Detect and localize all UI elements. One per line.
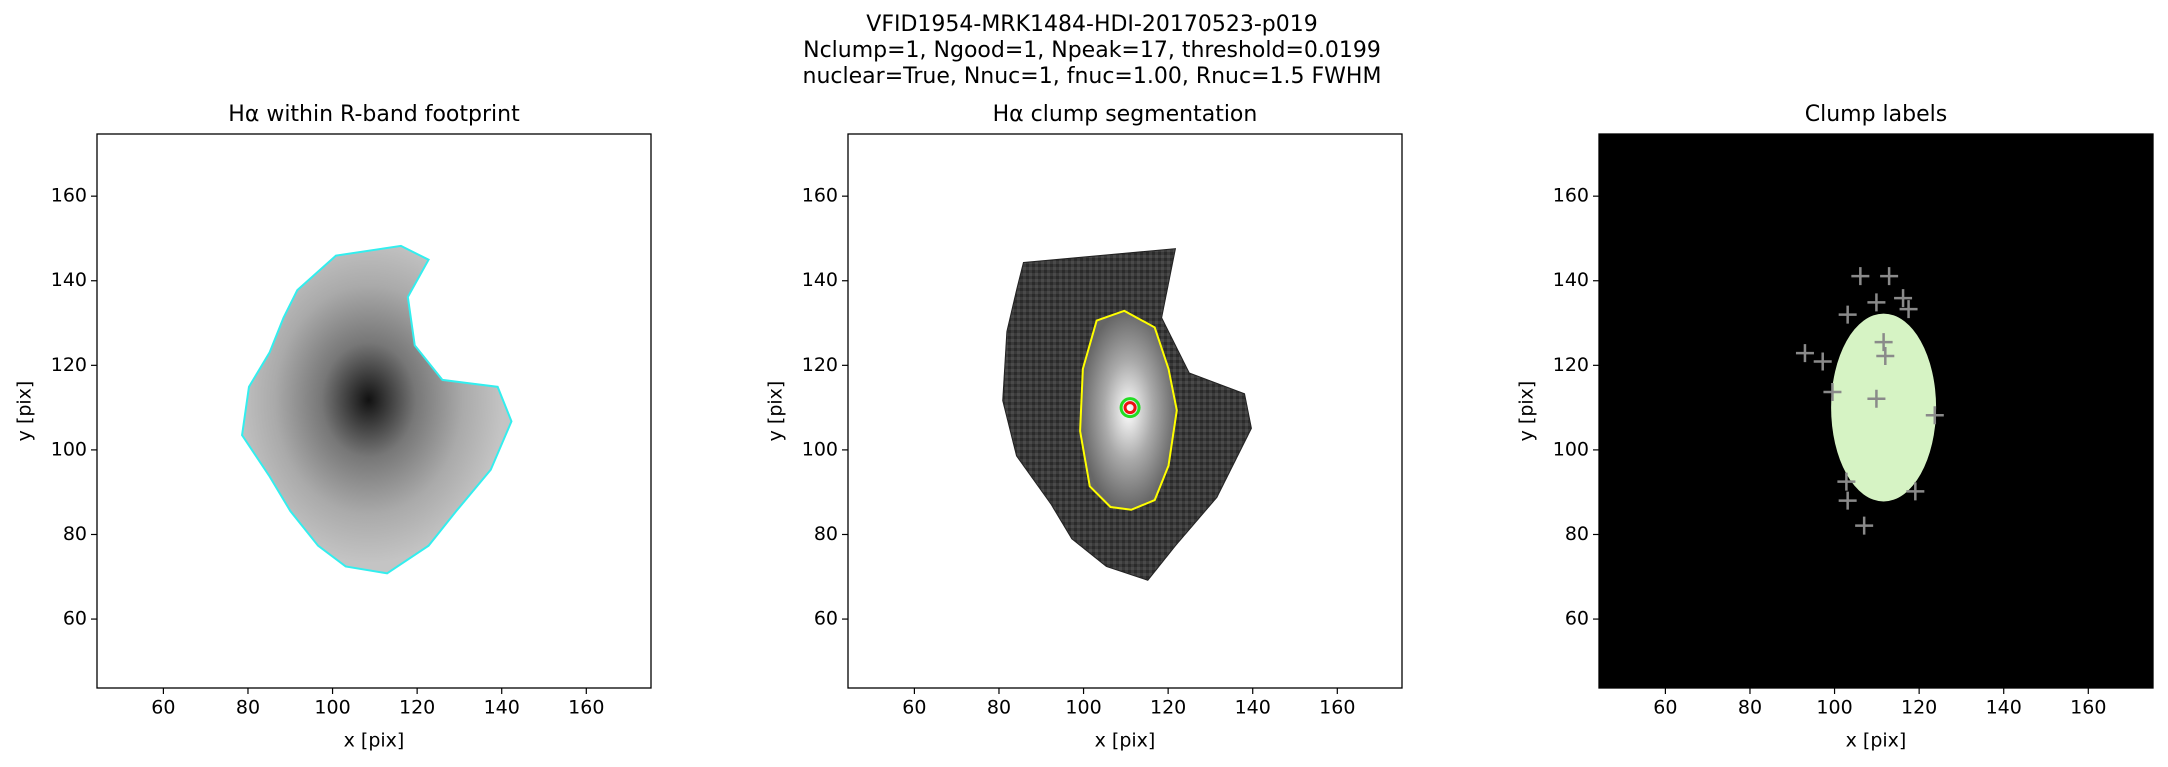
- x-tick-label: 120: [1150, 697, 1186, 719]
- peak-marker: [1851, 267, 1870, 286]
- peak-marker: [1867, 293, 1886, 312]
- peak-marker: [1899, 300, 1918, 319]
- peak-marker: [1795, 344, 1814, 363]
- nucleus-marker: [1123, 401, 1137, 415]
- peak-marker: [1876, 347, 1895, 366]
- y-tick-label: 80: [63, 523, 87, 545]
- x-tick-label: 80: [987, 697, 1011, 719]
- y-tick-label: 140: [802, 269, 838, 291]
- y-tick-label: 120: [1553, 354, 1589, 376]
- y-tick-label: 120: [802, 354, 838, 376]
- peak-marker: [1925, 406, 1944, 425]
- peak-marker: [1906, 482, 1925, 501]
- x-tick-label: 100: [1065, 697, 1101, 719]
- peak-marker: [1874, 333, 1893, 352]
- peak-marker: [1880, 267, 1899, 286]
- x-tick-label: 140: [484, 697, 520, 719]
- x-tick-label: 100: [314, 697, 350, 719]
- x-tick-label: 60: [1653, 697, 1677, 719]
- x-tick-label: 120: [1901, 697, 1937, 719]
- panel-title: Hα within R-band footprint: [228, 102, 520, 127]
- y-axis-label: y [pix]: [14, 381, 36, 442]
- y-axis-label: y [pix]: [765, 381, 787, 442]
- peak-marker: [1867, 389, 1886, 408]
- y-tick-label: 160: [1553, 185, 1589, 207]
- peak-marker: [1837, 472, 1856, 491]
- panel-title: Hα clump segmentation: [993, 102, 1258, 127]
- peak-marker: [1894, 289, 1913, 308]
- x-tick-label: 60: [902, 697, 926, 719]
- y-tick-label: 140: [51, 269, 87, 291]
- x-axis-label: x [pix]: [1846, 730, 1907, 752]
- y-tick-label: 160: [51, 185, 87, 207]
- figure-title: VFID1954-MRK1484-HDI-20170523-p019: [866, 12, 1317, 37]
- clump-glow: [1079, 309, 1178, 511]
- figure-title: nuclear=True, Nnuc=1, fnuc=1.00, Rnuc=1.…: [803, 64, 1382, 89]
- y-tick-label: 120: [51, 354, 87, 376]
- peak-marker: [1813, 352, 1832, 371]
- y-tick-label: 80: [1565, 523, 1589, 545]
- clump-label: [1831, 313, 1937, 502]
- y-tick-label: 140: [1553, 269, 1589, 291]
- axes-frame: [1598, 133, 2154, 689]
- y-tick-label: 80: [814, 523, 838, 545]
- figure-title: Nclump=1, Ngood=1, Npeak=17, threshold=0…: [803, 38, 1381, 63]
- x-tick-label: 100: [1816, 697, 1852, 719]
- y-tick-label: 60: [63, 608, 87, 630]
- peak-marker: [1855, 516, 1874, 535]
- y-tick-label: 100: [51, 438, 87, 460]
- panel-title: Clump labels: [1805, 102, 1947, 127]
- axes-frame: [96, 133, 652, 689]
- x-tick-label: 140: [1235, 697, 1271, 719]
- peak-marker: [1838, 491, 1857, 510]
- x-axis-label: x [pix]: [1095, 730, 1156, 752]
- x-axis-label: x [pix]: [344, 730, 405, 752]
- x-tick-label: 80: [1738, 697, 1762, 719]
- footprint-image: [241, 244, 513, 575]
- y-axis-label: y [pix]: [1516, 381, 1538, 442]
- x-tick-label: 160: [568, 697, 604, 719]
- axes-frame: [847, 133, 1403, 689]
- peak-marker: [1823, 382, 1842, 401]
- y-tick-label: 100: [802, 438, 838, 460]
- y-tick-label: 100: [1553, 438, 1589, 460]
- x-tick-label: 80: [236, 697, 260, 719]
- y-tick-label: 160: [802, 185, 838, 207]
- x-tick-label: 140: [1986, 697, 2022, 719]
- x-tick-label: 60: [151, 697, 175, 719]
- x-tick-label: 120: [399, 697, 435, 719]
- y-tick-label: 60: [814, 608, 838, 630]
- peak-marker: [1838, 305, 1857, 324]
- x-tick-label: 160: [2070, 697, 2106, 719]
- y-tick-label: 60: [1565, 608, 1589, 630]
- x-tick-label: 160: [1319, 697, 1355, 719]
- nucleus-marker: [1119, 397, 1141, 419]
